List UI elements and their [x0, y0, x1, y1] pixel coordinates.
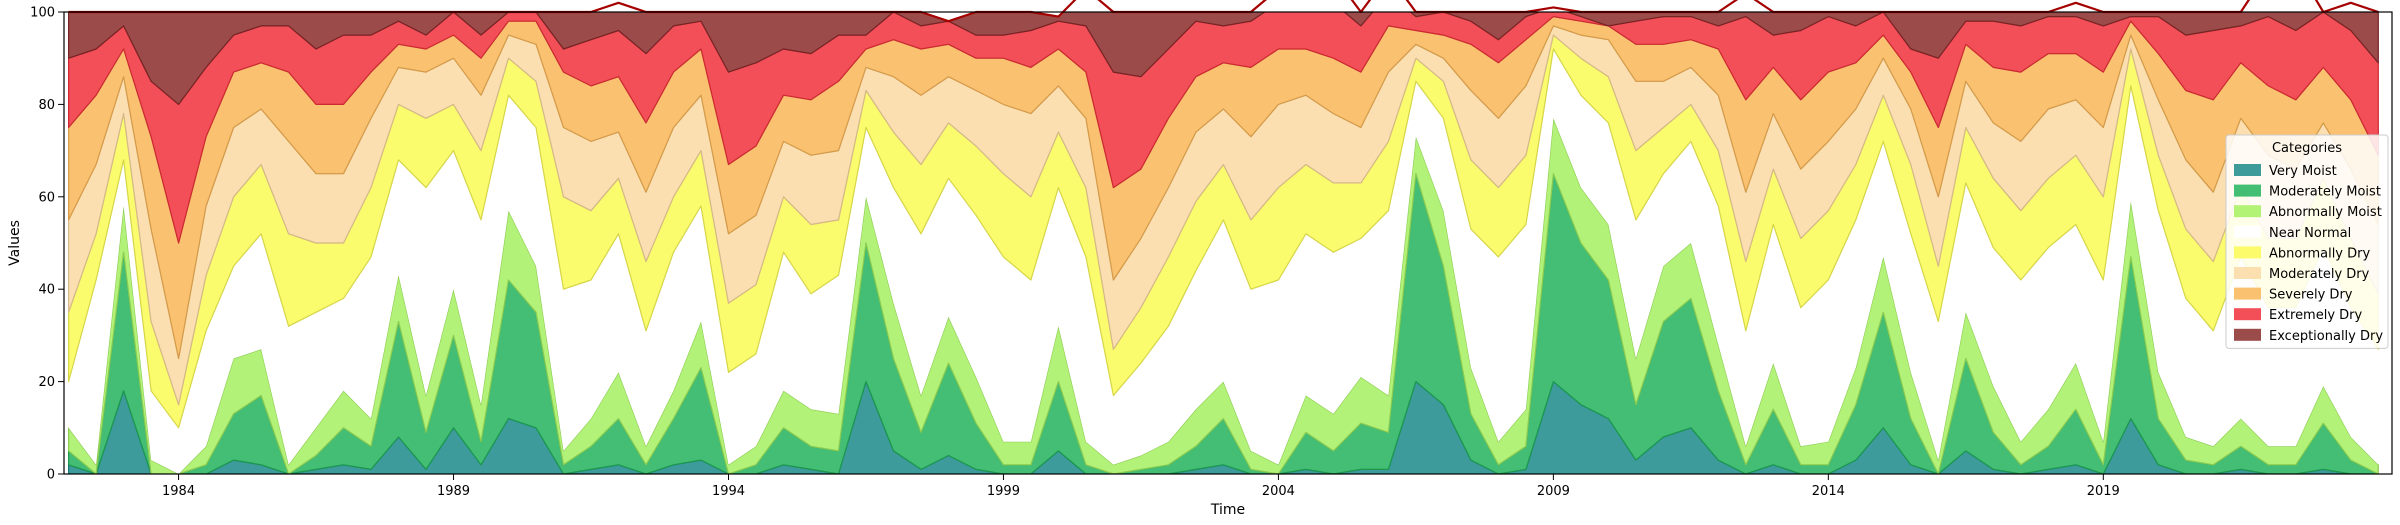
x-tick-label: 2014 [1812, 484, 1845, 499]
area-exceptionally-dry [68, 12, 2379, 105]
stacked-areas [68, 12, 2379, 474]
x-axis: 1984 1989 1994 1999 2004 2009 2014 2019 [162, 474, 2120, 499]
legend-swatch-extremely-dry [2234, 308, 2261, 321]
y-tick-label: 40 [38, 283, 55, 298]
x-tick-label: 1999 [987, 484, 1020, 499]
legend-label-abnormally-moist: Abnormally Moist [2269, 205, 2382, 220]
y-axis-label: Values [7, 220, 23, 266]
legend-swatch-exceptionally-dry [2234, 328, 2261, 341]
legend-label-moderately-moist: Moderately Moist [2269, 185, 2381, 200]
legend-box [2225, 134, 2389, 349]
x-tick-label: 1994 [712, 484, 745, 499]
x-tick-label: 1989 [437, 484, 470, 499]
legend-title: Categories [2272, 141, 2342, 156]
area-near-normal [68, 49, 2379, 474]
y-tick-label: 0 [47, 468, 55, 483]
legend-label-near-normal: Near Normal [2269, 226, 2351, 241]
legend-swatch-severely-dry [2234, 287, 2261, 300]
legend-swatch-moderately-moist [2234, 184, 2261, 197]
legend-swatch-near-normal [2234, 225, 2261, 238]
y-tick-label: 100 [30, 6, 55, 21]
legend-label-exceptionally-dry: Exceptionally Dry [2269, 329, 2383, 344]
x-tick-label: 2009 [1537, 484, 1570, 499]
area-abnormally-moist [68, 117, 2379, 474]
legend-label-extremely-dry: Extremely Dry [2269, 308, 2363, 323]
x-tick-label: 1984 [162, 484, 195, 499]
legend-swatch-abnormally-dry [2234, 246, 2261, 259]
legend-label-very-moist: Very Moist [2269, 164, 2337, 179]
legend-label-severely-dry: Severely Dry [2269, 288, 2353, 303]
legend-swatch-very-moist [2234, 164, 2261, 176]
legend-swatch-moderately-dry [2234, 267, 2261, 279]
x-tick-label: 2019 [2087, 484, 2120, 499]
y-tick-label: 80 [38, 98, 55, 113]
legend-label-abnormally-dry: Abnormally Dry [2269, 246, 2370, 261]
legend: Categories Very Moist Moderately Moist Abno… [2225, 134, 2389, 349]
legend-label-moderately-dry: Moderately Dry [2269, 267, 2370, 282]
x-axis-label: Time [1210, 502, 1245, 518]
y-tick-label: 60 [38, 190, 55, 205]
x-tick-label: 2004 [1262, 484, 1295, 499]
y-axis: 0 20 40 60 80 100 [30, 6, 64, 483]
plot-frame [63, 11, 2393, 475]
y-tick-label: 20 [38, 375, 55, 390]
legend-swatch-abnormally-moist [2234, 205, 2261, 218]
